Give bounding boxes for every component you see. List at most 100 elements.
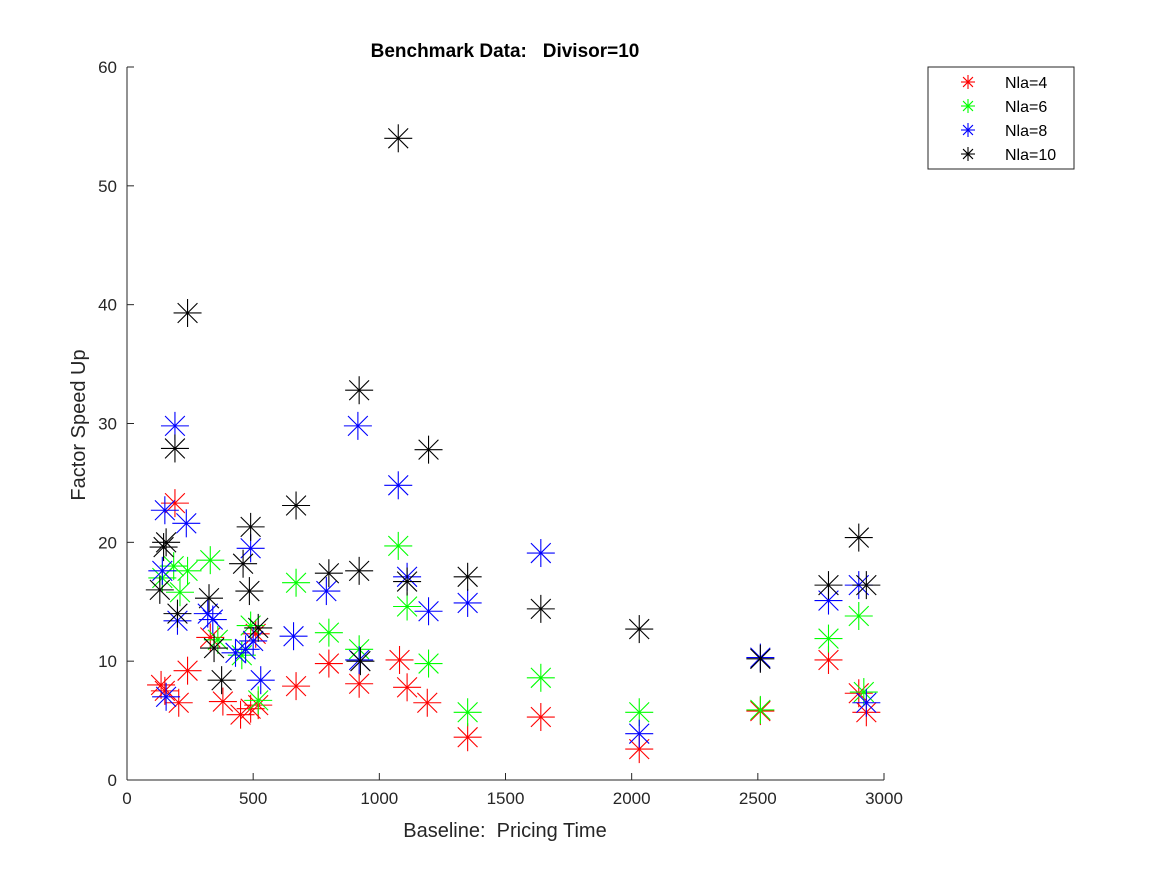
data-point xyxy=(345,376,374,405)
data-point xyxy=(148,556,177,585)
data-point xyxy=(235,577,264,606)
data-point xyxy=(453,588,482,617)
data-point xyxy=(244,686,273,715)
data-point xyxy=(198,605,227,634)
y-axis-label: Factor Speed Up xyxy=(68,349,90,500)
data-point xyxy=(282,491,311,520)
data-point xyxy=(625,615,654,644)
data-point xyxy=(345,556,374,585)
data-point xyxy=(393,567,422,596)
data-point xyxy=(282,672,311,701)
data-point xyxy=(163,599,192,628)
data-point xyxy=(160,434,189,463)
data-point xyxy=(229,549,258,578)
legend: Nla=4 Nla=6 Nla=8 Nla=10 xyxy=(927,66,1075,170)
legend-marker xyxy=(961,147,975,161)
y-tick-label: 20 xyxy=(98,533,117,552)
data-point xyxy=(384,471,413,500)
data-point xyxy=(246,666,275,695)
x-tick-label: 1000 xyxy=(360,789,398,808)
x-tick-label: 500 xyxy=(239,789,267,808)
data-point xyxy=(393,673,422,702)
data-point xyxy=(393,592,422,621)
data-point xyxy=(844,602,873,631)
data-point xyxy=(150,676,179,705)
y-tick-label: 0 xyxy=(108,771,117,790)
data-point xyxy=(526,703,555,732)
y-tick-label: 40 xyxy=(98,296,117,315)
data-point xyxy=(844,523,873,552)
x-tick-label: 3000 xyxy=(865,789,903,808)
data-point xyxy=(314,559,343,588)
axis-ticks: 0 500 1000 1500 2000 2500 3000 0 10 20 30 40 50 60 xyxy=(98,58,903,808)
data-point xyxy=(385,645,414,674)
data-point xyxy=(814,571,843,600)
data-point xyxy=(625,719,654,748)
data-point xyxy=(625,735,654,764)
data-point xyxy=(239,626,268,655)
data-point xyxy=(746,695,775,724)
x-tick-label: 1500 xyxy=(487,789,525,808)
data-point xyxy=(196,546,225,575)
data-point xyxy=(244,613,273,642)
data-point xyxy=(208,687,237,716)
legend-label: Nla=6 xyxy=(1005,99,1047,116)
series-4 xyxy=(145,124,881,695)
data-point xyxy=(150,496,179,525)
legend-label: Nla=4 xyxy=(1005,75,1047,92)
data-point xyxy=(746,644,775,673)
data-point xyxy=(414,649,443,678)
data-point xyxy=(236,512,265,541)
x-tick-label: 2000 xyxy=(613,789,651,808)
y-tick-label: 30 xyxy=(98,415,117,434)
data-point xyxy=(852,571,881,600)
data-point xyxy=(384,531,413,560)
data-point xyxy=(165,578,194,607)
data-point xyxy=(152,528,181,557)
data-point xyxy=(173,656,202,685)
y-tick-label: 50 xyxy=(98,177,117,196)
data-point xyxy=(164,688,193,717)
data-point xyxy=(345,669,374,698)
data-point xyxy=(453,562,482,591)
data-point xyxy=(279,622,308,651)
legend-label: Nla=10 xyxy=(1005,147,1056,164)
x-tick-label: 0 xyxy=(122,789,131,808)
data-point xyxy=(314,649,343,678)
legend-label: Nla=8 xyxy=(1005,123,1047,140)
legend-marker xyxy=(961,75,975,89)
legend-box xyxy=(927,66,1075,170)
data-point xyxy=(453,698,482,727)
data-point xyxy=(145,575,174,604)
data-point xyxy=(346,647,375,676)
data-point xyxy=(852,688,881,717)
x-axis-label: Baseline: Pricing Time xyxy=(403,820,606,842)
legend-marker xyxy=(961,99,975,113)
series-3 xyxy=(148,411,881,748)
data-point xyxy=(172,509,201,538)
data-point xyxy=(203,625,232,654)
data-point xyxy=(173,298,202,327)
data-point xyxy=(526,539,555,568)
data-point xyxy=(384,124,413,153)
data-point xyxy=(414,597,443,626)
data-point xyxy=(173,556,202,585)
legend-marker xyxy=(961,123,975,137)
data-point xyxy=(152,682,181,711)
data-point xyxy=(193,599,222,628)
data-point xyxy=(314,618,343,647)
data-point xyxy=(226,700,255,729)
data-point xyxy=(413,688,442,717)
data-point xyxy=(207,666,236,695)
chart-title: Benchmark Data: Divisor=10 xyxy=(371,41,640,62)
data-points xyxy=(145,124,881,764)
data-point xyxy=(282,568,311,597)
data-point xyxy=(414,435,443,464)
data-point xyxy=(195,584,224,613)
data-point xyxy=(149,533,178,562)
data-point xyxy=(312,577,341,606)
data-point xyxy=(849,678,878,707)
data-point xyxy=(453,723,482,752)
data-point xyxy=(526,663,555,692)
